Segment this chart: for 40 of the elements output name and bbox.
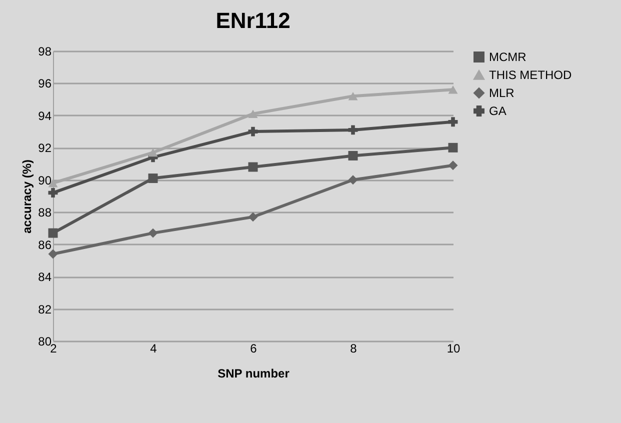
point	[48, 249, 58, 259]
point	[348, 125, 358, 135]
y-tick-label: 98	[38, 44, 52, 58]
legend-label: MLR	[489, 86, 515, 100]
point	[48, 228, 58, 238]
y-axis-title: accuracy (%)	[20, 159, 34, 234]
y-tick-label: 94	[38, 108, 52, 123]
chart-title: ENr112	[216, 8, 290, 33]
y-tick-label: 80	[38, 334, 52, 348]
point	[448, 86, 458, 94]
x-tick-label: 10	[446, 342, 460, 356]
point	[448, 160, 458, 170]
point	[248, 110, 258, 118]
legend-label: GA	[489, 104, 506, 118]
x-tick-label: 2	[50, 342, 58, 356]
point	[148, 174, 158, 184]
y-tick-label: 92	[38, 141, 52, 156]
x-axis-title: SNP number	[218, 366, 290, 380]
y-tick-label: 86	[38, 238, 52, 252]
x-tick-label: 4	[150, 342, 158, 356]
y-tick-label: 96	[38, 76, 52, 91]
point	[148, 228, 158, 238]
point	[348, 175, 358, 185]
legend-label: THIS METHOD	[489, 68, 572, 82]
point	[248, 162, 258, 172]
y-tick-label: 90	[38, 173, 52, 188]
y-tick-label: 82	[38, 302, 52, 316]
x-tick-label: 6	[250, 342, 258, 356]
legend-label: MCMR	[489, 50, 527, 64]
point	[348, 150, 358, 160]
point	[448, 142, 458, 152]
y-tick-label: 84	[38, 270, 52, 284]
point	[348, 92, 358, 100]
point	[248, 126, 258, 136]
point	[448, 117, 458, 127]
x-tick-label: 8	[350, 342, 358, 356]
point	[48, 188, 58, 198]
y-tick-label: 88	[38, 206, 52, 220]
point	[148, 148, 158, 157]
point	[248, 212, 258, 222]
